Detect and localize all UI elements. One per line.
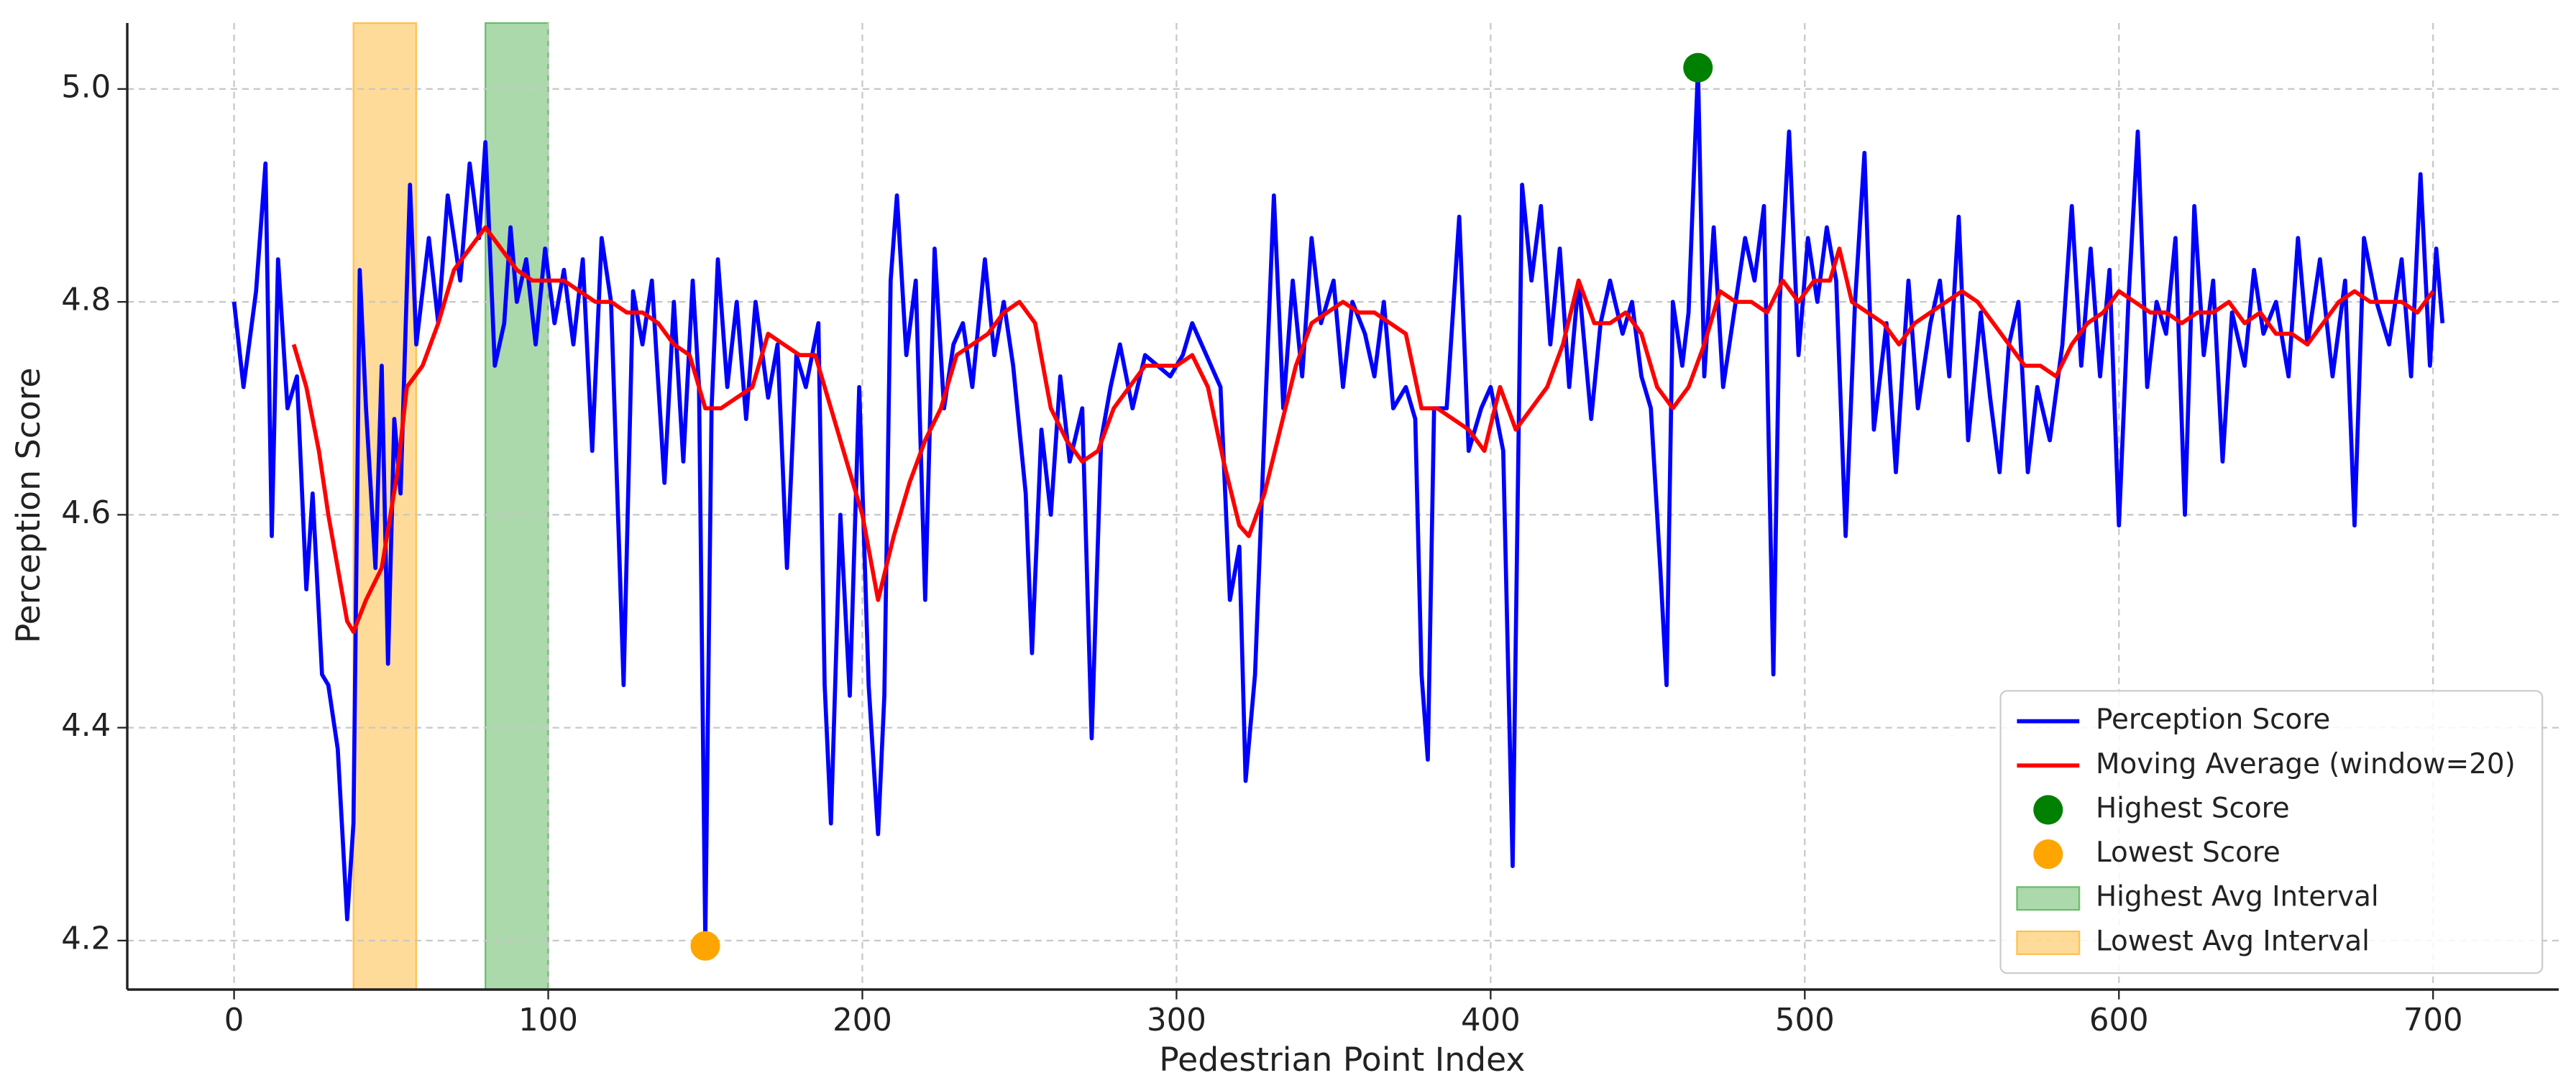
plot-background <box>352 22 549 991</box>
y-tick-label: 4.4 <box>61 708 111 744</box>
legend-label: Moving Average (window=20) <box>2096 748 2516 780</box>
x-tick-label: 400 <box>1461 1002 1521 1038</box>
point-marker <box>1683 52 1713 83</box>
legend-label: Lowest Score <box>2096 836 2281 869</box>
ticks: 0 100 200 300 400 500 600 700 4.2 4.4 4.6 4.8 5.0 <box>61 69 2462 1038</box>
series-line <box>291 225 2435 635</box>
y-tick-label: 4.6 <box>61 495 111 531</box>
plot-data <box>232 52 2445 961</box>
x-axis-label: Pedestrian Point Index <box>1159 1041 1525 1079</box>
legend-swatch <box>2016 930 2081 956</box>
x-tick-label: 600 <box>2089 1002 2149 1038</box>
legend-swatch <box>2016 886 2081 911</box>
legend-swatch <box>2033 839 2063 870</box>
interval-span <box>484 22 549 991</box>
x-tick-label: 700 <box>2403 1002 2463 1038</box>
legend-label: Highest Avg Interval <box>2096 881 2379 913</box>
x-tick-label: 0 <box>224 1002 244 1038</box>
x-tick-label: 100 <box>518 1002 578 1038</box>
y-tick-label: 4.2 <box>61 921 111 956</box>
legend-label: Lowest Avg Interval <box>2096 925 2370 957</box>
legend: Perception Score Moving Average (window=2… <box>1999 690 2544 974</box>
x-tick-label: 200 <box>833 1002 892 1038</box>
legend-label: Perception Score <box>2096 704 2330 736</box>
y-tick-label: 5.0 <box>61 69 111 105</box>
x-tick-label: 300 <box>1147 1002 1206 1038</box>
legend-box <box>1999 690 2544 974</box>
y-tick-label: 4.8 <box>61 282 111 318</box>
point-marker <box>690 931 720 961</box>
x-tick-label: 500 <box>1775 1002 1835 1038</box>
legend-label: Highest Score <box>2096 792 2290 824</box>
legend-swatch <box>2033 795 2063 825</box>
y-axis-label: Perception Score <box>9 367 47 643</box>
